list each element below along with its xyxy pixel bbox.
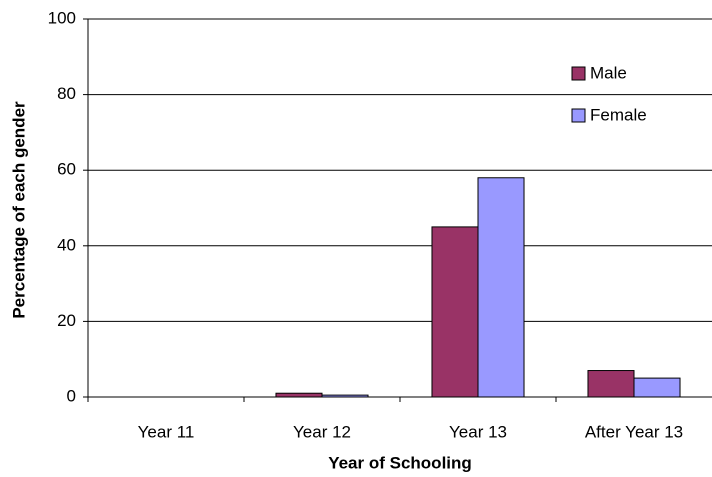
legend-swatch xyxy=(571,66,586,81)
y-tick-label: 40 xyxy=(57,235,76,254)
x-tick-label: After Year 13 xyxy=(585,422,683,441)
bar xyxy=(321,394,369,398)
bar xyxy=(633,377,681,398)
legend-swatch xyxy=(571,108,586,123)
x-axis-title: Year of Schooling xyxy=(328,453,472,472)
legend-label: Male xyxy=(590,63,627,82)
y-tick-label: 80 xyxy=(57,84,76,103)
x-tick-label: Year 11 xyxy=(138,422,195,441)
legend-label: Female xyxy=(590,105,647,124)
y-tick-label: 0 xyxy=(67,386,76,405)
y-tick-label: 20 xyxy=(57,311,76,330)
bar xyxy=(477,177,525,398)
x-tick-label: Year 12 xyxy=(293,422,351,441)
bar xyxy=(431,226,479,398)
x-tick-label: Year 13 xyxy=(449,422,507,441)
y-tick-label: 60 xyxy=(57,160,76,179)
bar xyxy=(587,370,635,398)
bar xyxy=(275,392,323,398)
y-tick-label: 100 xyxy=(48,8,76,27)
y-axis-title: Percentage of each gender xyxy=(9,101,28,319)
